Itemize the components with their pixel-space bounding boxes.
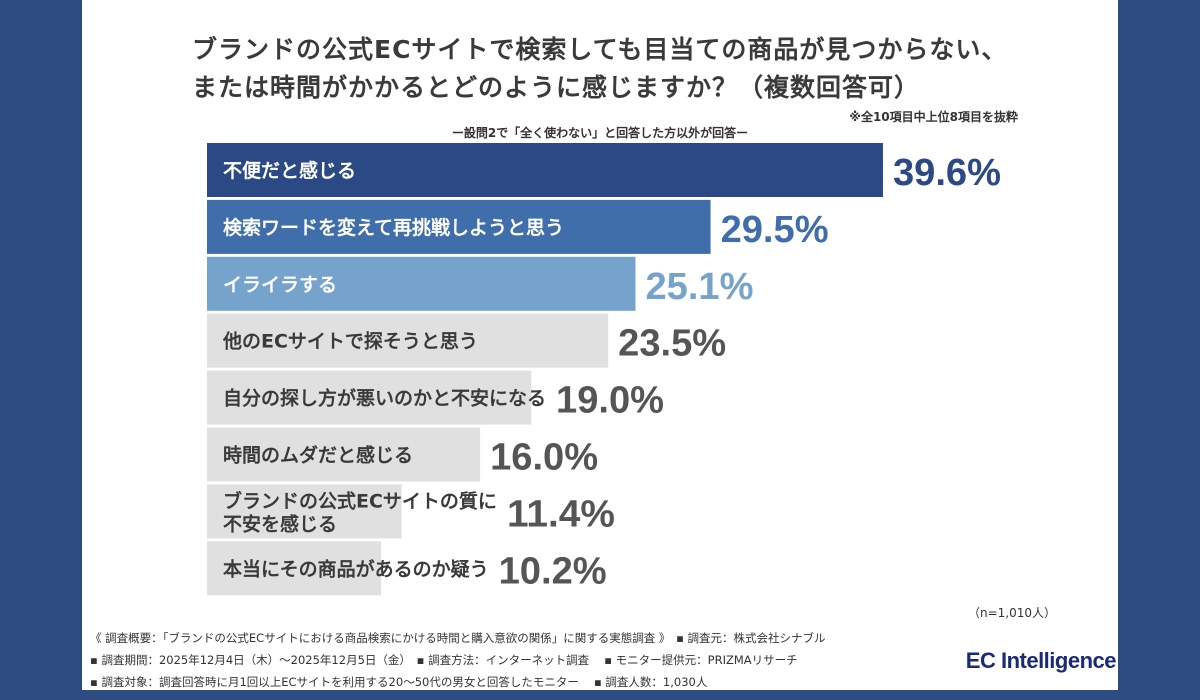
value-label-5: 19.0% (556, 380, 664, 422)
bar-5 (207, 370, 532, 425)
footer-survey-target: ▪ 調査対象：調査回答時に月1回以上ECサイトを利用する20～50代の男女と回答… (90, 675, 708, 689)
sample-size: （n=1,010人） (967, 606, 1056, 620)
bar-2 (207, 199, 711, 254)
value-label-7: 11.4% (507, 493, 615, 535)
infographic-panel: ブランドの公式ECサイトで検索しても目当ての商品が見つからない、 または時間がか… (82, 0, 1118, 690)
category-label-2: 検索ワードを変えて再挑戦しようと思う (223, 216, 564, 239)
value-label-8: 10.2% (499, 550, 607, 592)
bar-3 (207, 256, 636, 311)
bar-7 (207, 484, 402, 539)
ec-intelligence-logo: EC Intelligence (965, 648, 1117, 673)
category-label-7: ブランドの公式ECサイトの質に (223, 489, 497, 512)
category-label-7: 不安を感じる (223, 512, 337, 535)
bar-6 (207, 427, 481, 482)
bar-chart: 不便だと感じる 39.6% 検索ワードを変えて再挑戦しようと思う 29.5% イライラす… (207, 143, 1001, 596)
value-label-1: 39.6% (893, 152, 1001, 194)
chart-title-line-2: または時間がかかるとどのように感じますか？（複数回答可） (192, 73, 921, 102)
category-label-6: 時間のムダだと感じる (223, 444, 413, 467)
chart-title-line-1: ブランドの公式ECサイトで検索しても目当ての商品が見つからない、 (192, 35, 1008, 64)
bar-4 (207, 313, 609, 368)
value-label-2: 29.5% (721, 209, 829, 251)
category-label-4: 他のECサイトで探そうと思う (222, 330, 478, 353)
chart-note: ※全10項目中上位8項目を抜粋 (849, 110, 1018, 124)
value-label-4: 23.5% (618, 323, 726, 365)
chart-subtitle: ー設問2で「全く使わない」と回答した方以外が回答ー (451, 126, 749, 140)
footer-survey-overview: 《 調査概要：「ブランドの公式ECサイトにおける商品検索にかける時間と購入意欲の… (90, 631, 826, 645)
category-label-3: イライラする (223, 274, 337, 296)
bar-1 (207, 143, 883, 197)
bar-8 (207, 541, 382, 596)
value-label-3: 25.1% (645, 266, 753, 308)
category-label-1: 不便だと感じる (223, 159, 356, 182)
category-label-8: 本当にその商品があるのか疑う (223, 557, 489, 580)
footer-survey-period: ▪ 調査期間：2025年12月4日（木）～2025年12月5日（金） ▪ 調査方… (90, 653, 798, 667)
value-label-6: 16.0% (490, 437, 598, 479)
category-label-5: 自分の探し方が悪いのかと不安になる (223, 387, 546, 410)
